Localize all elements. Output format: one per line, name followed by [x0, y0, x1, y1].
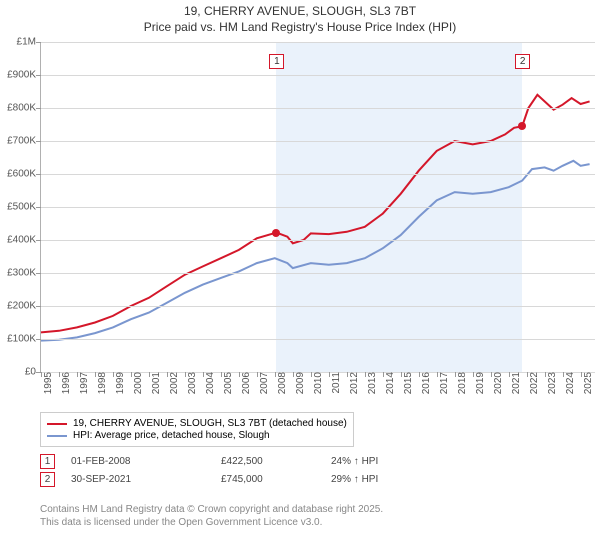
- xtick-label: 2020: [491, 372, 504, 394]
- title-line1: 19, CHERRY AVENUE, SLOUGH, SL3 7BT: [8, 4, 592, 20]
- xtick-label: 2007: [257, 372, 270, 394]
- xtick-label: 2021: [509, 372, 522, 394]
- xtick-label: 2012: [347, 372, 360, 394]
- xtick-label: 2011: [329, 372, 342, 394]
- xtick-label: 2016: [419, 372, 432, 394]
- legend-box: 19, CHERRY AVENUE, SLOUGH, SL3 7BT (deta…: [40, 412, 354, 447]
- ytick-label: £800K: [7, 103, 41, 114]
- xtick-label: 2005: [221, 372, 234, 394]
- legend-item-hpi: HPI: Average price, detached house, Slou…: [47, 430, 347, 441]
- table-row: 101-FEB-2008£422,50024% ↑ HPI: [40, 452, 451, 470]
- sale-marker-2: 2: [515, 54, 530, 69]
- xtick-label: 2019: [473, 372, 486, 394]
- ytick-label: £500K: [7, 202, 41, 213]
- sale-marker-1: 1: [269, 54, 284, 69]
- xtick-label: 2025: [581, 372, 594, 394]
- series-hpi: [41, 161, 590, 341]
- xtick-label: 2017: [437, 372, 450, 394]
- table-row: 230-SEP-2021£745,00029% ↑ HPI: [40, 470, 451, 488]
- xtick-label: 1995: [41, 372, 54, 394]
- sale-point-1: [272, 229, 280, 237]
- xtick-label: 2018: [455, 372, 468, 394]
- attrib-line2: This data is licensed under the Open Gov…: [40, 517, 383, 530]
- xtick-label: 1999: [113, 372, 126, 394]
- xtick-label: 2003: [185, 372, 198, 394]
- ytick-label: £100K: [7, 334, 41, 345]
- ytick-label: £400K: [7, 235, 41, 246]
- attrib-line1: Contains HM Land Registry data © Crown c…: [40, 504, 383, 517]
- xtick-label: 2010: [311, 372, 324, 394]
- series-price_paid: [41, 95, 590, 333]
- ytick-label: £600K: [7, 169, 41, 180]
- attribution: Contains HM Land Registry data © Crown c…: [40, 504, 383, 529]
- xtick-label: 2002: [167, 372, 180, 394]
- ytick-label: £900K: [7, 70, 41, 81]
- chart-title: 19, CHERRY AVENUE, SLOUGH, SL3 7BT Price…: [0, 0, 600, 37]
- ytick-label: £700K: [7, 136, 41, 147]
- xtick-label: 1996: [59, 372, 72, 394]
- plot-area: £0£100K£200K£300K£400K£500K£600K£700K£80…: [40, 42, 595, 373]
- title-line2: Price paid vs. HM Land Registry's House …: [8, 20, 592, 36]
- xtick-label: 2014: [383, 372, 396, 394]
- xtick-label: 1997: [77, 372, 90, 394]
- xtick-label: 2015: [401, 372, 414, 394]
- xtick-label: 2009: [293, 372, 306, 394]
- xtick-label: 1998: [95, 372, 108, 394]
- ytick-label: £0: [25, 367, 41, 378]
- sale-point-2: [518, 122, 526, 130]
- xtick-label: 2008: [275, 372, 288, 394]
- ytick-label: £1M: [17, 37, 41, 48]
- xtick-label: 2000: [131, 372, 144, 394]
- xtick-label: 2006: [239, 372, 252, 394]
- ytick-label: £300K: [7, 268, 41, 279]
- xtick-label: 2001: [149, 372, 162, 394]
- xtick-label: 2023: [545, 372, 558, 394]
- xtick-label: 2004: [203, 372, 216, 394]
- sales-table: 101-FEB-2008£422,50024% ↑ HPI230-SEP-202…: [40, 452, 451, 488]
- ytick-label: £200K: [7, 301, 41, 312]
- xtick-label: 2013: [365, 372, 378, 394]
- legend-item-price_paid: 19, CHERRY AVENUE, SLOUGH, SL3 7BT (deta…: [47, 418, 347, 429]
- xtick-label: 2024: [563, 372, 576, 394]
- xtick-label: 2022: [527, 372, 540, 394]
